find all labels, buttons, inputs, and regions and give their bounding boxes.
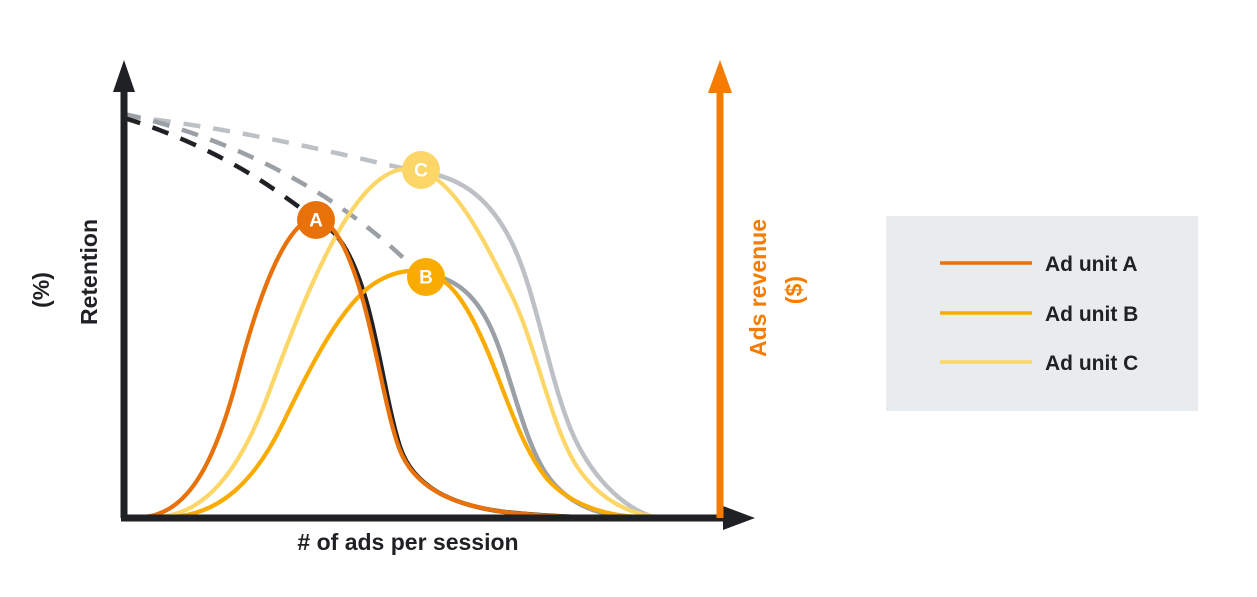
marker-a[interactable]: A (297, 201, 335, 239)
legend: Ad unit A Ad unit B Ad unit C (886, 216, 1198, 411)
marker-c-circle[interactable] (402, 151, 440, 189)
retention-curve-c-dashed (123, 113, 419, 174)
retention-curve-a-dashed (123, 115, 318, 222)
legend-background (886, 216, 1198, 411)
revenue-curve-a (140, 216, 655, 521)
marker-a-label: A (309, 211, 323, 232)
legend-item-ad-unit-c[interactable]: Ad unit C (940, 352, 1138, 375)
legend-item-ad-unit-a[interactable]: Ad unit A (940, 253, 1138, 276)
marker-c[interactable]: C (402, 151, 440, 189)
x-axis-arrow-icon (723, 506, 755, 530)
legend-item-ad-unit-b[interactable]: Ad unit B (940, 303, 1138, 326)
marker-c-label: C (414, 161, 428, 182)
marker-b-label: B (419, 268, 433, 289)
retention-curve-b-dashed (123, 111, 420, 274)
y-axis-left-label-line2: (%) (28, 272, 54, 308)
y-axis-left-arrow-icon (113, 60, 135, 92)
y-axis-right-arrow-icon (708, 60, 732, 93)
y-axis-right-label-line2: ($) (781, 276, 807, 304)
y-axis-left-label-line1: Retention (76, 219, 102, 325)
marker-b[interactable]: B (407, 258, 445, 296)
legend-label-ad-unit-c: Ad unit C (1045, 352, 1138, 375)
x-axis-label: # of ads per session (297, 529, 518, 555)
retention-curve-c-solid (415, 168, 653, 519)
marker-b-circle[interactable] (407, 258, 445, 296)
axes-group (113, 60, 755, 530)
marker-a-circle[interactable] (297, 201, 335, 239)
y-axis-right-label-line1: Ads revenue (745, 219, 771, 357)
legend-label-ad-unit-a: Ad unit A (1045, 253, 1138, 276)
legend-label-ad-unit-b: Ad unit B (1045, 303, 1138, 326)
